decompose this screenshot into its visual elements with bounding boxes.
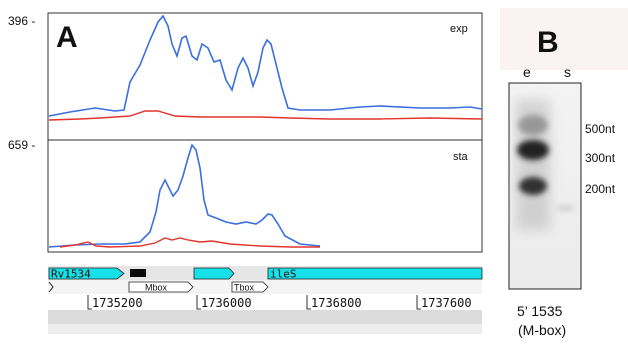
exp-track-name: exp [450,23,468,35]
coord-label: 1735200 [92,296,143,310]
panel-b-label: B [537,26,559,59]
coordinate-axis: 1735200 1736000 1736800 1737600 [87,295,472,310]
coord-tick [416,295,421,310]
sta-blue-trace [48,143,321,248]
sta-track-frame [47,139,483,253]
lower-band-1 [48,310,482,324]
coord-tick [196,295,201,310]
sta-ymax-label: 659 - [8,138,35,152]
feature-mbox [128,281,194,293]
band-300 [517,140,549,160]
coord-tick [306,295,311,310]
coord-band [48,294,482,310]
gene-rv1534-label: Rv1534 [51,268,91,281]
coord-label: 1736800 [311,296,362,310]
panel-a-label: A [56,21,78,54]
panel-b-caption-line1: 5’ 1535 [517,303,563,319]
gene-iles-label: ileS [270,268,297,281]
feature-tbox [231,281,269,293]
marker-500nt: 500nt [585,122,616,136]
panel-b: B e s 500nt 300nt 200nt 5’ 1535 (M-box) [500,8,628,338]
sta-track-name: sta [453,151,469,163]
panel-a: A 396 - 659 - exp sta Rv1534 ileS Mbox T… [8,12,483,334]
exp-red-trace [48,110,483,121]
exp-blue-trace [48,14,483,117]
gel-lane-e [516,100,550,230]
gene-small-black [130,269,146,277]
panel-b-smudge [500,8,628,70]
lower-band-2 [48,324,482,334]
gene-iles [267,267,483,280]
lane-label-s: s [564,64,571,80]
lane-label-e: e [523,64,531,80]
sta-red-trace [59,237,320,248]
exp-ymax-label: 396 - [8,14,35,28]
gene-cyan-small [193,267,235,280]
lane-s-faint-band [556,205,574,211]
coord-label: 1737600 [421,296,472,310]
coord-label: 1736000 [201,296,252,310]
marker-200nt: 200nt [585,182,616,196]
feature-mbox-label: Mbox [145,283,168,293]
band-200 [519,177,547,195]
band-upper-smear [518,115,548,135]
exp-track-frame [47,12,483,141]
left-arrow-marker [48,281,54,293]
coord-tick [87,295,92,310]
marker-300nt: 300nt [585,151,616,165]
panel-b-caption-line2: (M-box) [518,322,566,338]
gene-rv1534 [48,267,125,280]
feature-tbox-label: Tbox [234,283,255,293]
